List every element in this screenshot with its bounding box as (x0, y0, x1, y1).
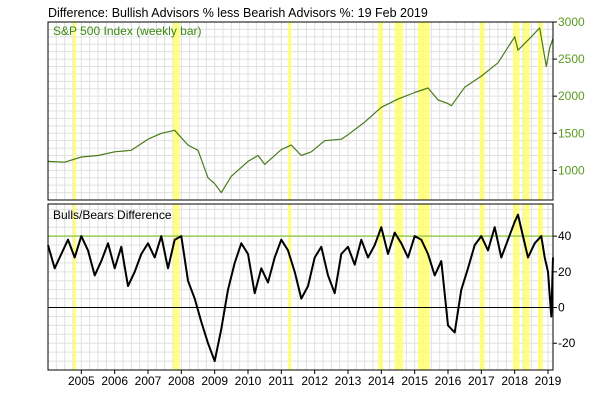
x-tick-label: 2010 (235, 374, 262, 388)
x-tick-label: 2017 (468, 374, 495, 388)
y-tick-label-top: 1500 (558, 126, 585, 140)
highlight-band-bottom (288, 204, 292, 370)
highlight-band-bottom (394, 204, 403, 370)
highlight-band-top (394, 22, 403, 200)
x-tick-label: 2015 (401, 374, 428, 388)
highlight-band-bottom (538, 204, 543, 370)
highlight-band-bottom (378, 204, 383, 370)
highlight-band-top (538, 22, 543, 200)
highlight-bands (73, 22, 543, 370)
difference-series-label: Bulls/Bears Difference (53, 208, 172, 222)
highlight-band-top (288, 22, 292, 200)
highlight-band-top (479, 22, 485, 200)
y-tick-label-top: 2500 (558, 52, 585, 66)
highlight-band-top (523, 22, 530, 200)
top-panel-grid (47, 21, 553, 200)
bottom-panel-grid (47, 204, 553, 370)
difference-series (47, 213, 554, 363)
y-tick-label-bottom: 20 (558, 265, 572, 279)
highlight-band-top (378, 22, 383, 200)
y-tick-label-bottom: 40 (558, 229, 572, 243)
y-tick-label-top: 2000 (558, 89, 585, 103)
chart-title: Difference: Bullish Advisors % less Bear… (48, 6, 428, 20)
highlight-band-bottom (73, 204, 77, 370)
x-tick-label: 2019 (535, 374, 562, 388)
y-tick-label-bottom: -20 (558, 336, 576, 350)
bottom-panel-frame (47, 203, 554, 371)
highlight-band-top (173, 22, 180, 200)
highlight-band-bottom (418, 204, 430, 370)
highlight-band-top (513, 22, 520, 200)
x-tick-label: 2012 (301, 374, 328, 388)
axes: 1000 1500 2000 2500 3000 -20 0 20 40 2005 2006 2007… (68, 15, 585, 388)
x-tick-label: 2014 (368, 374, 395, 388)
highlight-band-bottom (479, 204, 485, 370)
y-tick-label-top: 3000 (558, 15, 585, 29)
x-tick-label: 2009 (201, 374, 228, 388)
sp500-series (47, 27, 554, 194)
y-tick-label-top: 1000 (558, 163, 585, 177)
top-panel-frame (47, 21, 554, 201)
highlight-band-top (73, 22, 77, 200)
highlight-band-bottom (513, 204, 520, 370)
x-tick-label: 2005 (68, 374, 95, 388)
sp500-series-label: S&P 500 Index (weekly bar) (53, 24, 202, 38)
highlight-band-top (418, 22, 430, 200)
highlight-band-bottom (523, 204, 530, 370)
x-tick-label: 2018 (501, 374, 528, 388)
difference-line (47, 213, 554, 363)
x-tick-label: 2006 (101, 374, 128, 388)
x-tick-label: 2011 (268, 374, 294, 388)
x-tick-label: 2013 (335, 374, 362, 388)
y-tick-label-bottom: 0 (558, 301, 565, 315)
sp500-line (47, 27, 554, 194)
highlight-band-bottom (173, 204, 180, 370)
x-tick-label: 2016 (435, 374, 462, 388)
panel-frames (47, 21, 554, 371)
x-tick-label: 2008 (168, 374, 195, 388)
x-tick-label: 2007 (135, 374, 162, 388)
